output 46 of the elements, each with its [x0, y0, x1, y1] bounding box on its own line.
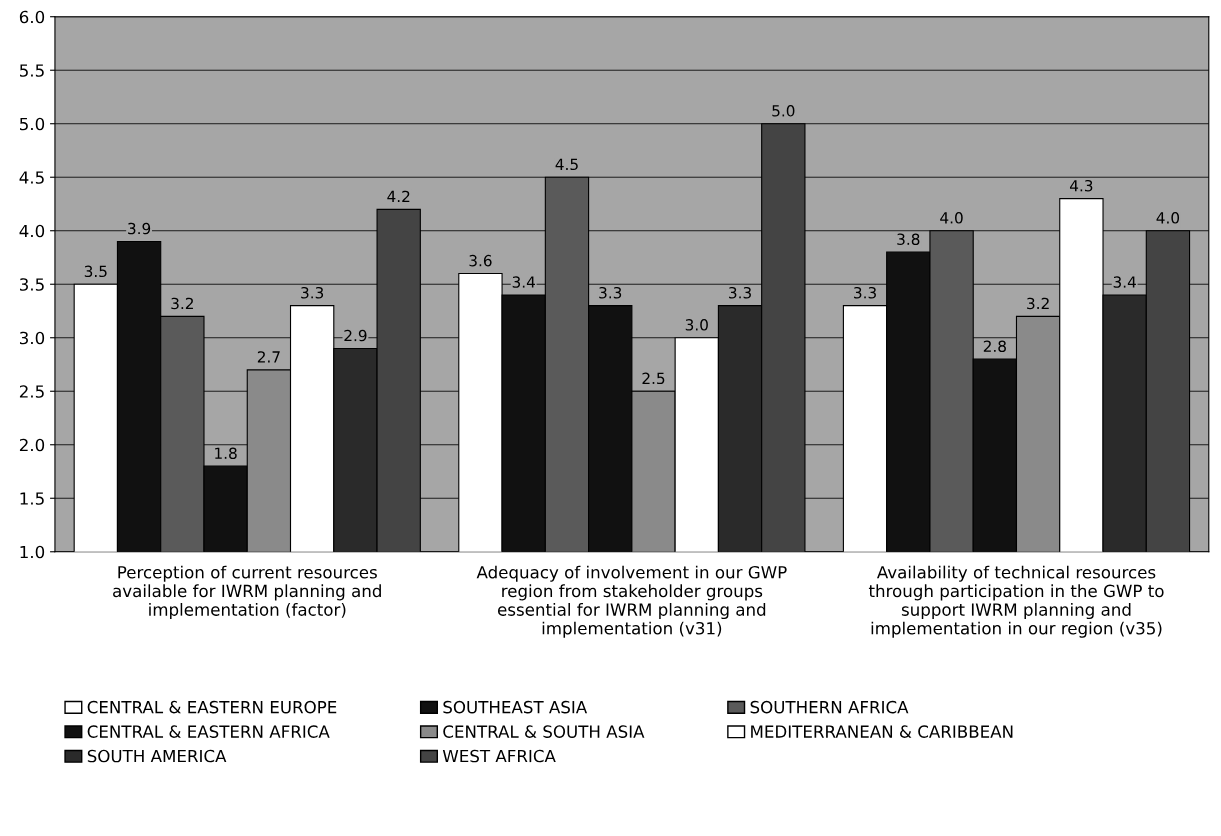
data-label: 4.3	[1069, 179, 1093, 192]
data-label: 4.0	[940, 212, 963, 224]
y-tick-label: 1.0	[20, 545, 45, 559]
data-label: 2.7	[257, 351, 280, 363]
x-tick-label: Adequacy of involvement in our GWP region from stakeholder groups essential for IWRM planning and implementation (v31)	[476, 565, 787, 638]
y-tick-label: 2.5	[19, 385, 44, 398]
legend-label: CENTRAL & SOUTH ASIA	[443, 725, 645, 738]
data-label: 3.8	[897, 233, 920, 246]
y-tick-label: 4.5	[19, 171, 44, 184]
data-label: 3.6	[469, 254, 492, 267]
data-label: 4.5	[555, 158, 578, 171]
x-tick-label: Availability of technical resources through participation in the GWP to support IWRM planning and implementation in our region (v35)	[868, 565, 1164, 638]
data-label: 1.8	[215, 447, 237, 460]
data-label: 2.8	[983, 340, 1006, 353]
y-tick-label: 3.0	[19, 331, 45, 345]
legend-label: SOUTHERN AFRICA	[750, 700, 909, 714]
data-label: 3.2	[171, 297, 193, 310]
data-label: 2.9	[344, 329, 367, 342]
data-label: 4.0	[1156, 212, 1180, 224]
data-label: 3.0	[685, 319, 708, 331]
legend-label: SOUTH AMERICA	[87, 749, 227, 763]
y-tick-label: 5.5	[20, 64, 44, 77]
legend-label: CENTRAL & EASTERN EUROPE	[87, 700, 337, 714]
data-label: 3.5	[84, 265, 107, 278]
legend-label: SOUTHEAST ASIA	[443, 700, 588, 714]
data-label: 3.2	[1027, 297, 1049, 310]
y-tick-label: 4.0	[19, 224, 45, 238]
data-label: 3.3	[729, 286, 751, 299]
legend-label: CENTRAL & EASTERN AFRICA	[87, 725, 330, 738]
y-tick-label: 2.0	[19, 438, 45, 452]
data-label: 3.4	[512, 276, 535, 288]
data-label: 3.4	[1113, 276, 1136, 288]
y-tick-label: 1.5	[20, 492, 44, 505]
data-label: 3.3	[301, 286, 324, 299]
data-label: 3.9	[128, 222, 151, 235]
legend-label: MEDITERRANEAN & CARIBBEAN	[751, 725, 1013, 738]
data-label: 3.3	[854, 286, 876, 299]
data-label: 3.3	[599, 286, 622, 299]
y-tick-label: 5.0	[20, 117, 45, 131]
y-tick-label: 6.0	[19, 10, 45, 24]
x-tick-label: Perception of current resources available for IWRM planning and implementation (factor)	[113, 565, 381, 620]
legend-label: WEST AFRICA	[442, 749, 556, 763]
data-label: 5.0	[772, 105, 795, 117]
y-tick-label: 3.5	[19, 278, 44, 291]
data-label: 2.5	[642, 372, 665, 385]
data-label: 4.2	[387, 190, 410, 202]
